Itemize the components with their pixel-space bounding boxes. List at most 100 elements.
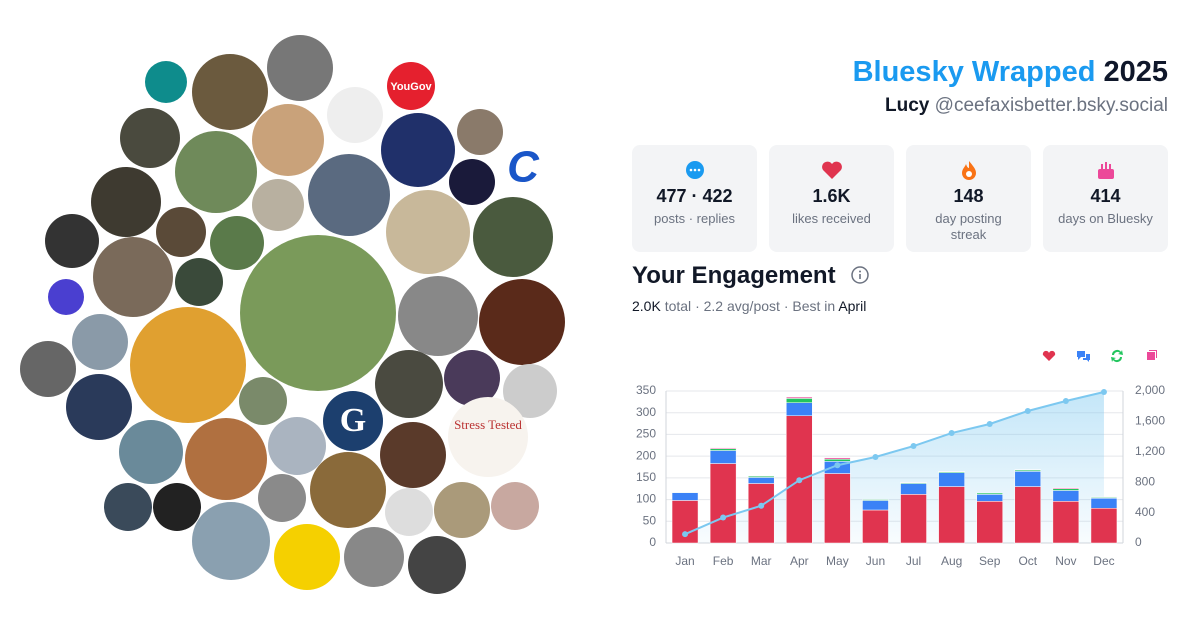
legend-icon[interactable] <box>1111 350 1123 362</box>
avatar[interactable] <box>104 483 152 531</box>
avatar[interactable] <box>457 109 503 155</box>
avatar[interactable] <box>310 452 386 528</box>
avatar[interactable] <box>491 482 539 530</box>
user: Lucy @ceefaxisbetter.bsky.social <box>885 95 1168 117</box>
avatar[interactable] <box>240 235 396 391</box>
line-point <box>910 443 917 450</box>
x-tick-label: Oct <box>1018 554 1037 568</box>
avatar[interactable] <box>48 279 84 315</box>
avg: 2.2 <box>703 298 724 314</box>
avatar[interactable] <box>45 214 99 268</box>
legend-icon[interactable] <box>1077 351 1090 362</box>
avatar[interactable] <box>119 420 183 484</box>
avatar[interactable] <box>91 167 161 237</box>
bar-segment <box>1090 508 1118 544</box>
avatar[interactable] <box>503 364 557 418</box>
stat-card: 414 days on Bluesky <box>1043 145 1168 252</box>
bar-segment <box>976 492 1003 495</box>
bar-segment <box>747 483 775 544</box>
bar-segment <box>862 500 889 511</box>
stat-value: 148 <box>953 186 984 206</box>
stat-card: 1.6K likes received <box>769 145 894 252</box>
avatar[interactable] <box>308 154 390 236</box>
total: 2.0K <box>632 298 661 314</box>
avatar[interactable] <box>192 502 270 580</box>
legend-icon[interactable] <box>1042 350 1056 361</box>
stat-value: 1.6K <box>812 186 851 206</box>
avatar[interactable] <box>153 483 201 531</box>
avatar[interactable] <box>267 35 333 101</box>
avatar[interactable] <box>120 108 180 168</box>
avatar[interactable] <box>252 179 304 231</box>
avatar[interactable] <box>381 113 455 187</box>
avatar[interactable] <box>387 62 435 110</box>
y2-tick-label: 800 <box>1135 474 1155 488</box>
avg-label: avg/post <box>726 298 780 314</box>
line-point <box>1062 398 1069 405</box>
avatar[interactable] <box>192 54 268 130</box>
avatar[interactable] <box>434 482 490 538</box>
bar-segment <box>709 448 737 451</box>
avatar[interactable] <box>473 197 553 277</box>
line-point <box>682 531 689 538</box>
stat-card: 477 · 422 posts · replies <box>632 145 757 252</box>
avatar-text: YouGov <box>390 81 432 93</box>
avatar[interactable] <box>479 279 565 365</box>
avatar[interactable] <box>386 190 470 274</box>
stat-icon <box>961 161 976 180</box>
user-name: Lucy <box>885 95 930 116</box>
avatar-text: Stress Tested <box>454 417 522 432</box>
avatar[interactable] <box>449 159 495 205</box>
avatar[interactable] <box>175 131 257 213</box>
separator: · <box>783 298 789 314</box>
avatar[interactable] <box>274 524 340 590</box>
bar-segment <box>709 450 737 464</box>
info-icon[interactable] <box>850 265 870 285</box>
avatar[interactable] <box>258 474 306 522</box>
x-tick-label: Dec <box>1093 554 1114 568</box>
y2-tick-label: 1,600 <box>1135 414 1165 428</box>
legend-icon[interactable] <box>1147 350 1157 360</box>
avatar[interactable] <box>210 216 264 270</box>
bar-segment <box>938 472 965 487</box>
avatar[interactable] <box>145 61 187 103</box>
avatar[interactable] <box>252 104 324 176</box>
bar-segment <box>747 477 775 484</box>
avatar[interactable] <box>130 307 246 423</box>
line-point <box>720 514 727 521</box>
avatar[interactable] <box>375 350 443 418</box>
y2-tick-label: 0 <box>1135 535 1142 549</box>
avatar[interactable] <box>93 237 173 317</box>
x-tick-label: Feb <box>713 554 734 568</box>
bar-segment <box>824 457 851 460</box>
line-point <box>872 453 879 460</box>
line-point <box>948 430 955 437</box>
avatar[interactable] <box>175 258 223 306</box>
bar-segment <box>786 396 813 399</box>
avatar[interactable] <box>239 377 287 425</box>
logo-text: C <box>507 143 540 192</box>
avatar[interactable] <box>408 536 466 594</box>
avatar[interactable] <box>380 422 446 488</box>
avatar[interactable] <box>72 314 128 370</box>
avatar[interactable] <box>185 418 267 500</box>
section-title-text: Your Engagement <box>632 262 836 289</box>
avatar[interactable] <box>385 488 433 536</box>
avatar[interactable] <box>444 350 500 406</box>
avatar[interactable] <box>156 207 206 257</box>
avatar[interactable] <box>268 417 326 475</box>
avatar[interactable] <box>66 374 132 440</box>
bar-segment <box>786 398 813 403</box>
avatar[interactable] <box>398 276 478 356</box>
stat-icon <box>1097 162 1114 179</box>
avatar[interactable] <box>20 341 76 397</box>
avatar[interactable] <box>448 397 528 477</box>
avatar[interactable] <box>323 391 383 451</box>
avatar[interactable] <box>344 527 404 587</box>
avatar[interactable] <box>327 87 383 143</box>
bar-segment <box>1090 498 1118 509</box>
line-point <box>758 502 765 509</box>
y2-tick-label: 2,000 <box>1135 383 1165 397</box>
best-prefix: Best in <box>792 298 836 314</box>
bar-segment <box>900 483 927 495</box>
